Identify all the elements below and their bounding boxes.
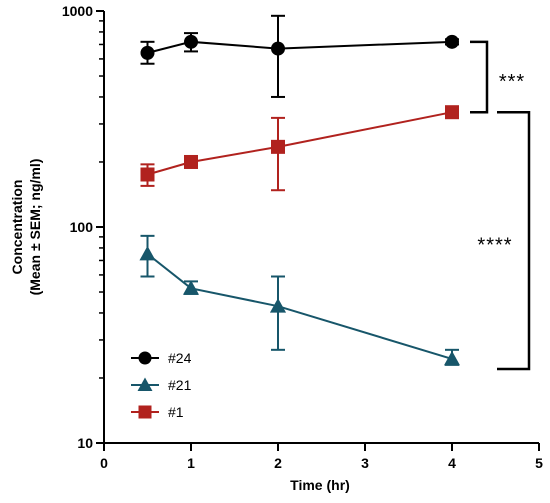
x-tick-label: 1 bbox=[187, 455, 195, 471]
legend-item: #21 bbox=[131, 377, 192, 393]
axes: 10 100 1000 0 1 2 3 4 5 bbox=[62, 3, 543, 471]
legend-label: #24 bbox=[168, 350, 192, 366]
series-line bbox=[147, 40, 453, 54]
x-tick-label: 4 bbox=[448, 455, 456, 471]
series-line bbox=[147, 111, 453, 176]
data-point bbox=[184, 34, 198, 49]
data-point bbox=[271, 41, 285, 56]
x-tick-label: 3 bbox=[361, 455, 369, 471]
y-tick-label: 100 bbox=[70, 219, 94, 235]
data-point bbox=[140, 45, 155, 60]
series-line bbox=[146, 253, 453, 360]
series-circle bbox=[140, 14, 459, 98]
significance-brackets: ******* bbox=[470, 40, 531, 371]
significance-label: *** bbox=[499, 71, 525, 93]
legend-label: #21 bbox=[168, 377, 192, 393]
y-axis-title-line1: Concentration bbox=[9, 180, 25, 275]
legend-item: #1 bbox=[131, 404, 184, 420]
legend-marker bbox=[137, 377, 153, 391]
data-point bbox=[443, 350, 461, 366]
data-point bbox=[445, 105, 459, 120]
x-tick-label: 2 bbox=[274, 455, 282, 471]
y-tick-label: 10 bbox=[77, 435, 93, 451]
significance-label: **** bbox=[477, 235, 512, 257]
legend-marker bbox=[138, 405, 152, 419]
data-point bbox=[269, 298, 287, 313]
significance-bracket bbox=[497, 110, 531, 371]
significance-bracket bbox=[470, 40, 489, 114]
legend: #24 #21 #1 bbox=[131, 350, 192, 420]
data-point bbox=[139, 245, 156, 261]
series-square bbox=[140, 105, 459, 192]
data-point bbox=[184, 154, 198, 169]
y-tick-label: 1000 bbox=[62, 3, 93, 19]
series-layer bbox=[139, 14, 461, 366]
x-tick-label: 0 bbox=[100, 455, 108, 471]
legend-item: #24 bbox=[131, 350, 192, 366]
data-point bbox=[140, 167, 155, 182]
legend-marker bbox=[138, 351, 152, 365]
data-point bbox=[445, 34, 459, 49]
x-axis-title: Time (hr) bbox=[290, 477, 350, 493]
series-triangle bbox=[139, 234, 461, 366]
x-tick-label: 5 bbox=[535, 455, 543, 471]
data-point bbox=[182, 280, 200, 295]
y-axis-title-line2: (Mean ± SEM; ng/ml) bbox=[27, 159, 43, 296]
legend-label: #1 bbox=[168, 404, 184, 420]
data-point bbox=[271, 139, 285, 154]
